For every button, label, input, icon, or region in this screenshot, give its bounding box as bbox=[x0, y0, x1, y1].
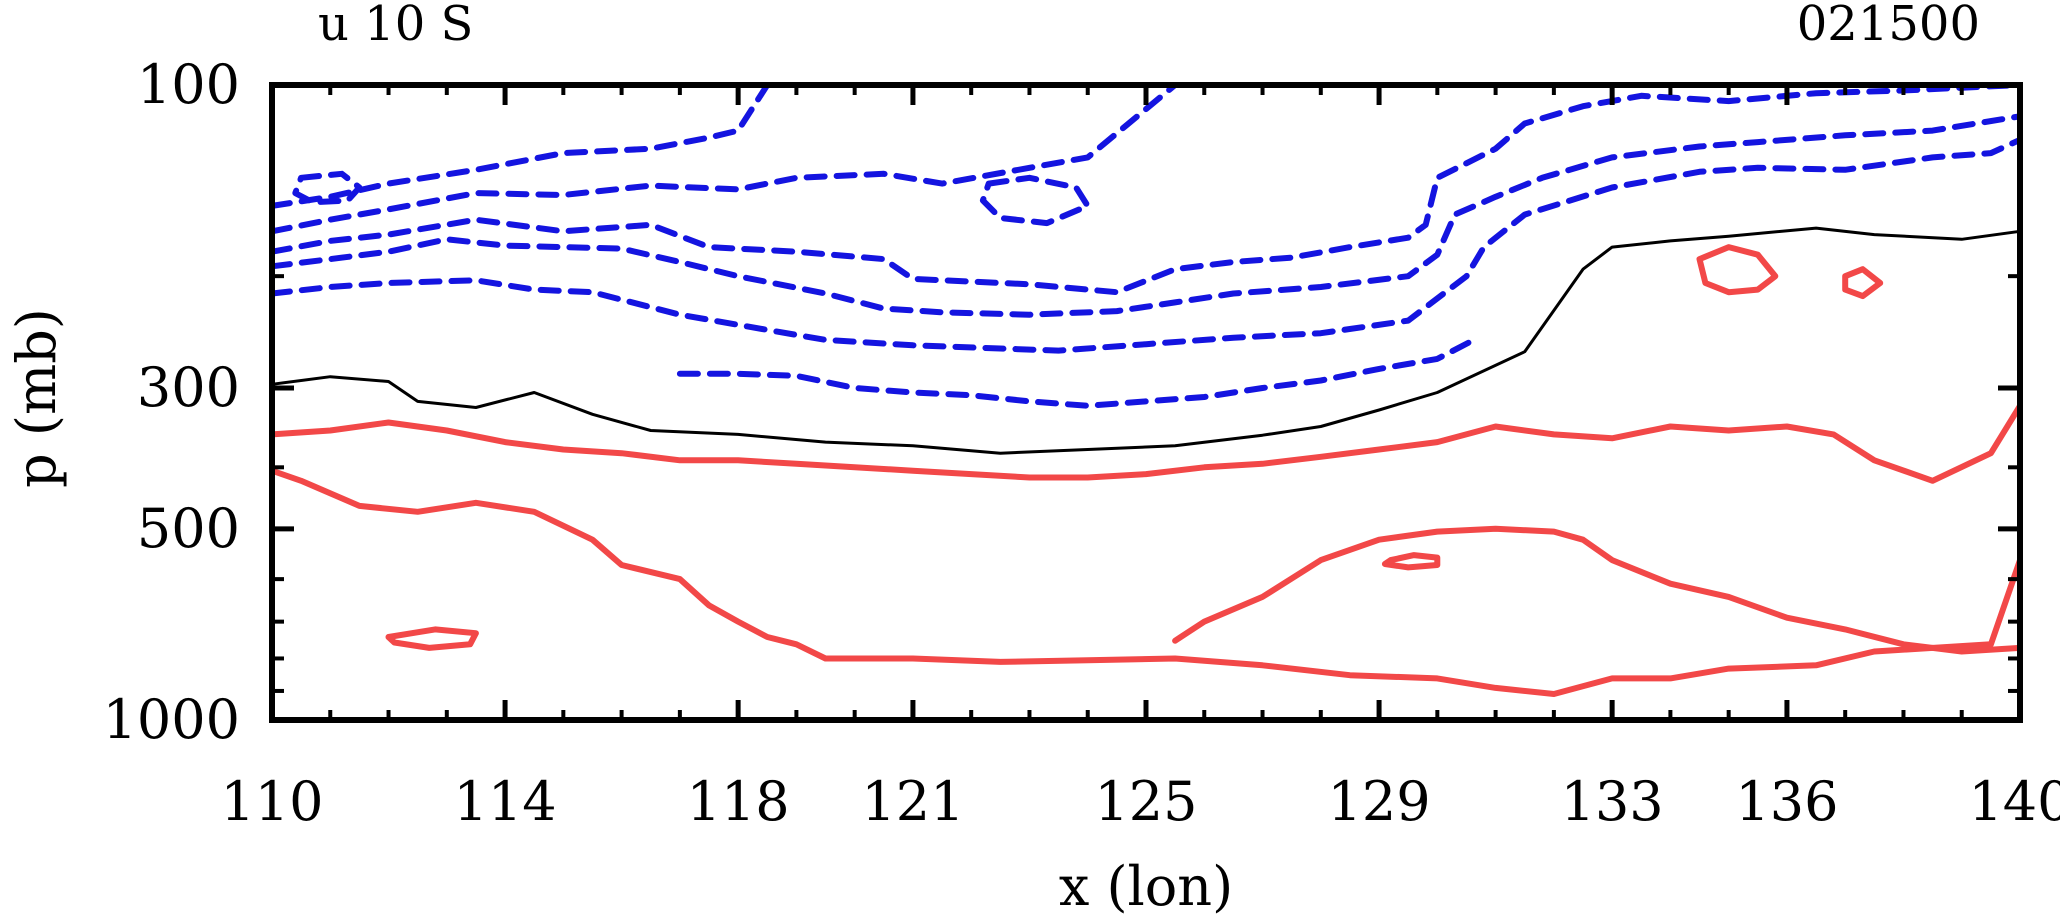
contour-positive-14 bbox=[1381, 552, 1441, 571]
contour-zero-8 bbox=[270, 226, 2022, 455]
y-tick-label-0: 100 bbox=[137, 53, 240, 116]
contour-negative-6 bbox=[292, 170, 363, 206]
title-right: 021500 bbox=[1797, 0, 1980, 52]
contour-positive-9 bbox=[269, 402, 2023, 484]
contour-positive-10 bbox=[269, 467, 2023, 697]
contour-positive-13 bbox=[1842, 266, 1884, 300]
y-tick-label-3: 1000 bbox=[103, 688, 240, 751]
x-tick-label-6: 133 bbox=[1561, 770, 1664, 833]
x-axis-ticks: 110 114 118 121 125 129 133 136 140 bbox=[220, 85, 2060, 833]
contour-negative-7 bbox=[979, 174, 1091, 227]
x-tick-label-8: 140 bbox=[1968, 770, 2060, 833]
contour-negative-1 bbox=[269, 82, 1179, 235]
x-axis-label: x (lon) bbox=[1059, 855, 1233, 918]
y-tick-label-2: 500 bbox=[137, 497, 240, 560]
title-left: u 10 S bbox=[318, 0, 473, 52]
y-axis-ticks: 100 300 500 1000 bbox=[103, 53, 2020, 751]
x-tick-label-1: 114 bbox=[454, 770, 557, 833]
x-tick-label-4: 125 bbox=[1094, 770, 1197, 833]
contour-lines bbox=[269, 82, 2023, 697]
x-tick-label-2: 118 bbox=[687, 770, 790, 833]
contour-negative-5 bbox=[676, 334, 1482, 409]
contour-negative-3 bbox=[269, 113, 2023, 318]
x-tick-label-7: 136 bbox=[1735, 770, 1838, 833]
x-tick-label-5: 129 bbox=[1328, 770, 1431, 833]
x-tick-label-0: 110 bbox=[220, 770, 323, 833]
contour-positive-11 bbox=[1172, 525, 2023, 655]
contour-positive-15 bbox=[385, 626, 479, 651]
contour-negative-4 bbox=[269, 136, 2023, 354]
contour-negative-2 bbox=[269, 82, 2023, 296]
y-axis-label: p (mb) bbox=[5, 308, 68, 488]
y-tick-label-1: 300 bbox=[137, 356, 240, 419]
contour-positive-12 bbox=[1696, 244, 1779, 296]
x-tick-label-3: 121 bbox=[861, 770, 964, 833]
contour-negative-0 bbox=[269, 82, 771, 209]
